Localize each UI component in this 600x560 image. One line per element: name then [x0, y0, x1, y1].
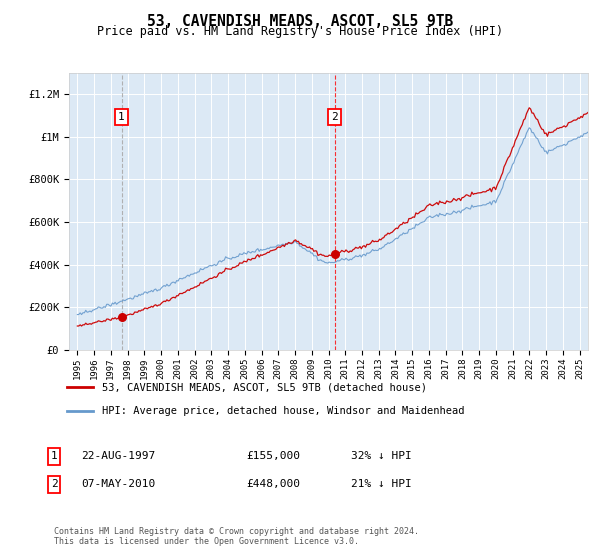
Point	[117, 312, 127, 321]
Text: Contains HM Land Registry data © Crown copyright and database right 2024.
This d: Contains HM Land Registry data © Crown c…	[54, 526, 419, 546]
Text: 1: 1	[118, 112, 125, 122]
Text: £155,000: £155,000	[246, 451, 300, 461]
Text: Price paid vs. HM Land Registry's House Price Index (HPI): Price paid vs. HM Land Registry's House …	[97, 25, 503, 38]
Point	[330, 250, 340, 259]
Text: 2: 2	[50, 479, 58, 489]
Text: 07-MAY-2010: 07-MAY-2010	[81, 479, 155, 489]
Text: 21% ↓ HPI: 21% ↓ HPI	[351, 479, 412, 489]
Text: 1: 1	[50, 451, 58, 461]
Text: 22-AUG-1997: 22-AUG-1997	[81, 451, 155, 461]
Text: 32% ↓ HPI: 32% ↓ HPI	[351, 451, 412, 461]
Text: 53, CAVENDISH MEADS, ASCOT, SL5 9TB (detached house): 53, CAVENDISH MEADS, ASCOT, SL5 9TB (det…	[101, 382, 427, 393]
Text: £448,000: £448,000	[246, 479, 300, 489]
Text: 2: 2	[331, 112, 338, 122]
Text: HPI: Average price, detached house, Windsor and Maidenhead: HPI: Average price, detached house, Wind…	[101, 405, 464, 416]
Text: 53, CAVENDISH MEADS, ASCOT, SL5 9TB: 53, CAVENDISH MEADS, ASCOT, SL5 9TB	[147, 14, 453, 29]
